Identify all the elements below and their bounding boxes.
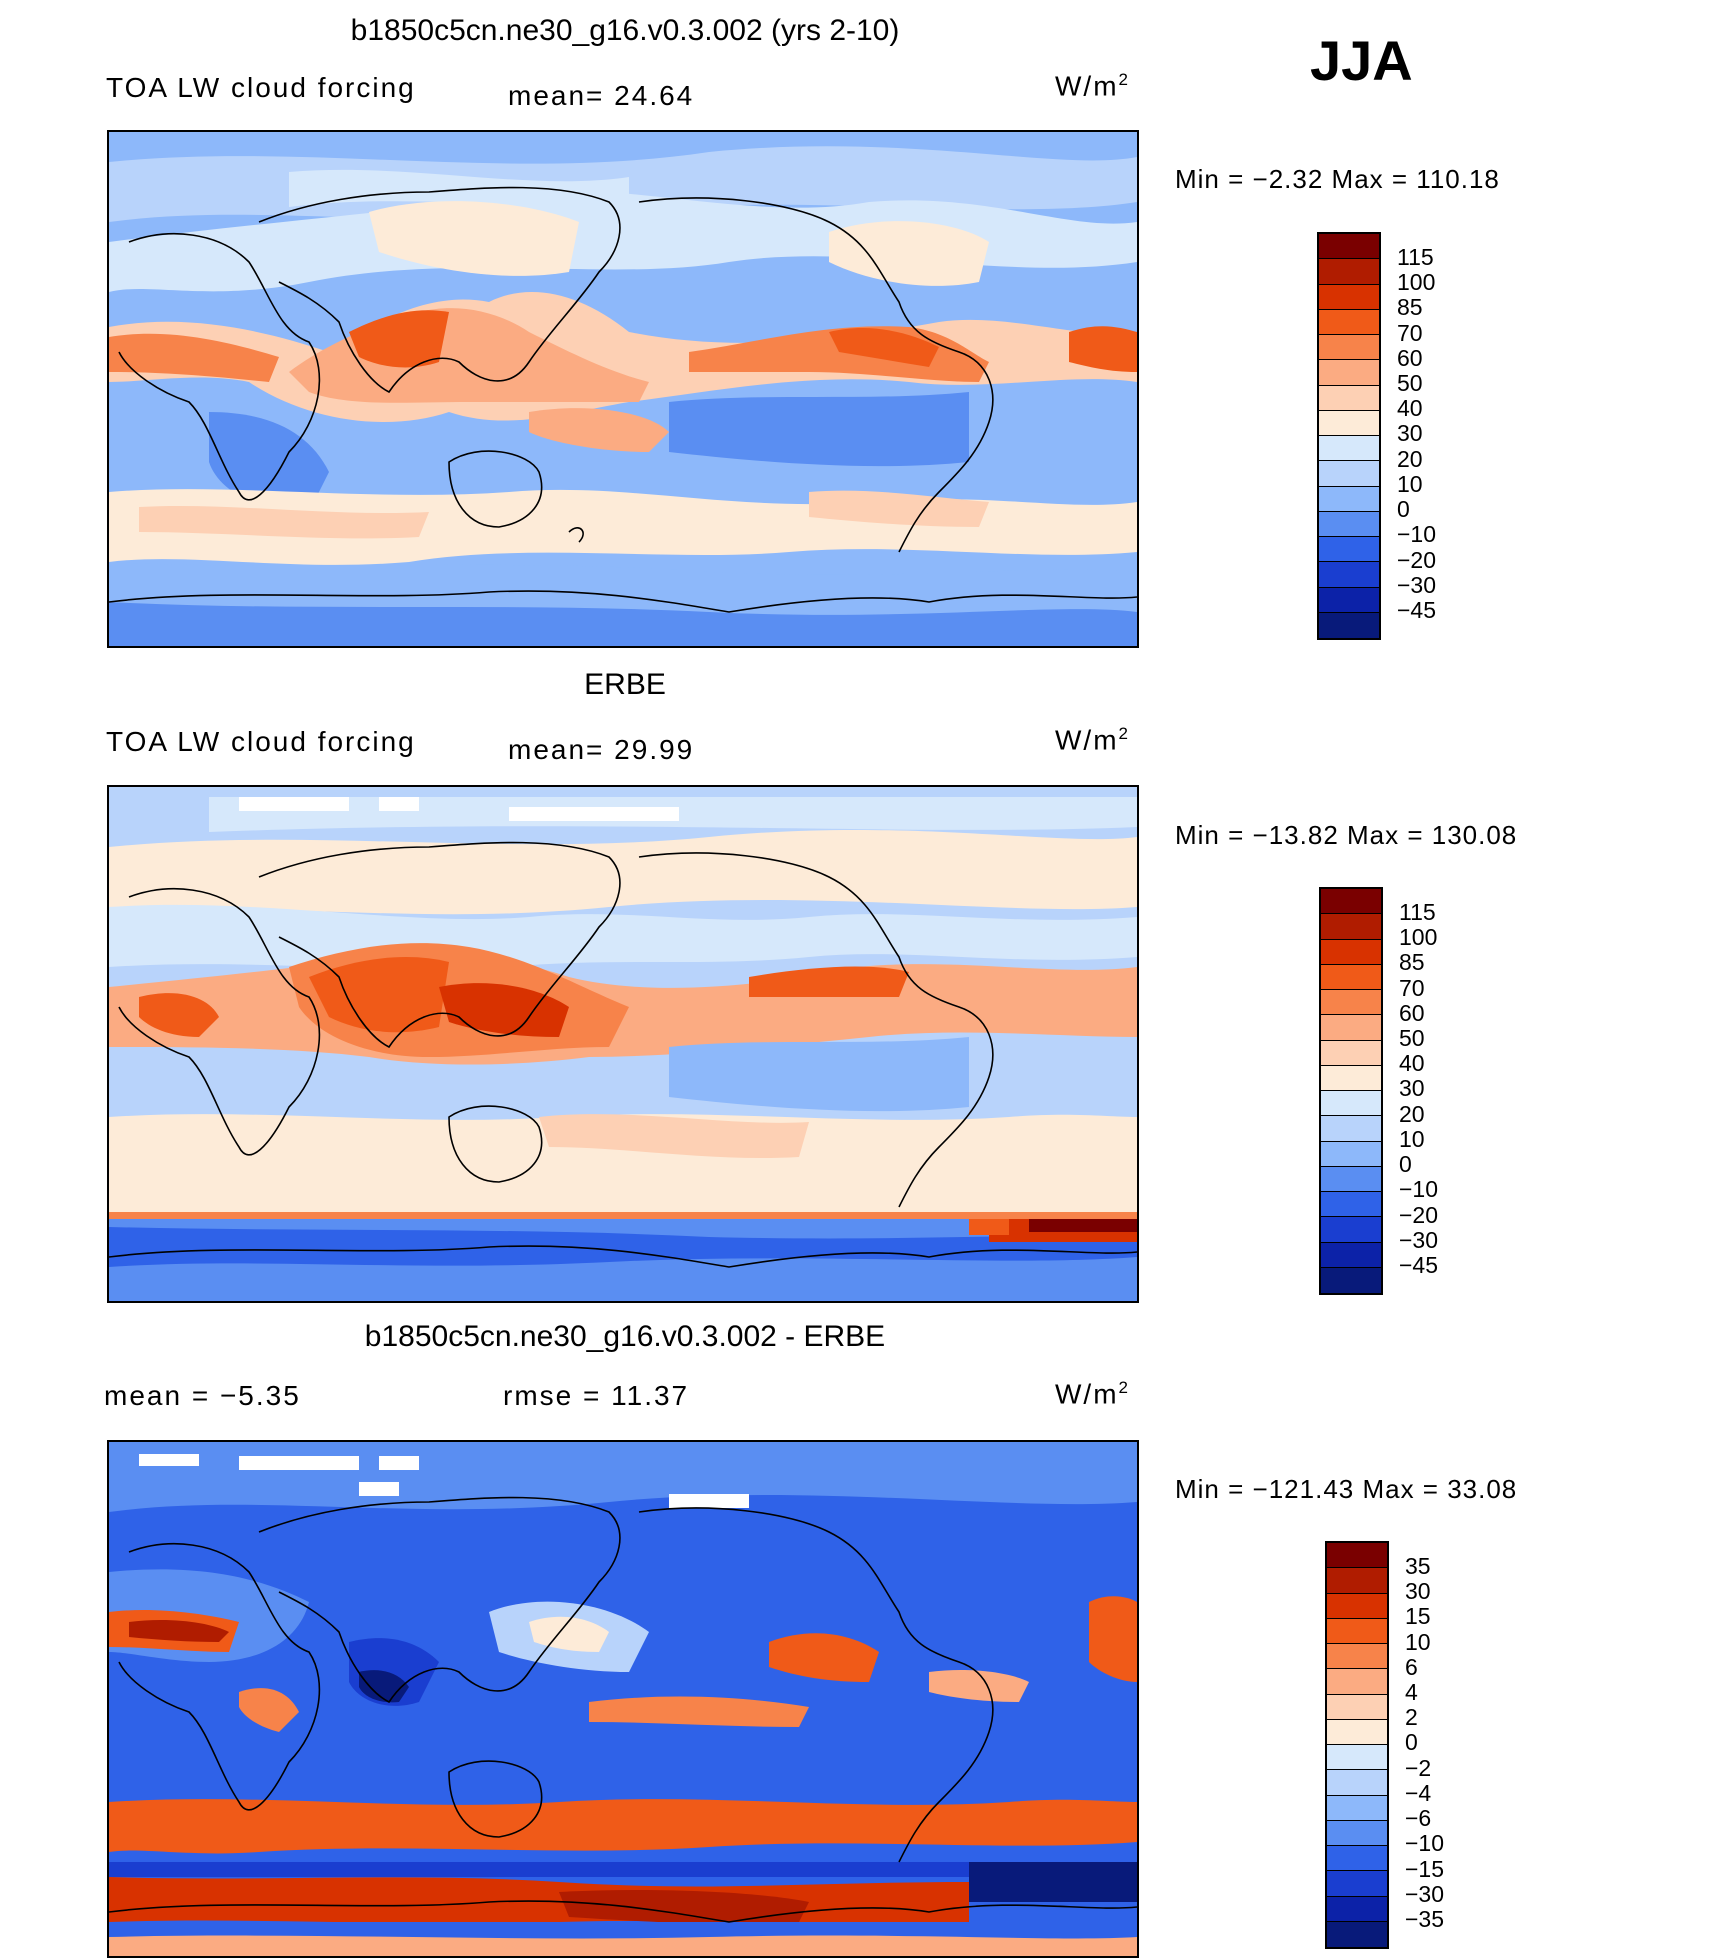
colorbar-tick: 85 <box>1397 294 1423 320</box>
colorbar-tick: −45 <box>1399 1252 1439 1278</box>
colorbar-tick: 0 <box>1397 496 1410 522</box>
season-label: JJA <box>1310 29 1413 92</box>
mean-label: mean= 29.99 <box>508 734 695 765</box>
units-label: W/m2 <box>1055 70 1130 102</box>
variable-label: TOA LW cloud forcing <box>106 726 416 757</box>
colorbar-tick: 60 <box>1399 1000 1425 1026</box>
colorbar-tick: −20 <box>1397 547 1437 573</box>
colorbar-tick: 40 <box>1399 1050 1425 1076</box>
colorbar-tick: −4 <box>1405 1780 1432 1806</box>
colorbar-tick: 10 <box>1397 471 1423 497</box>
colorbar-tick: −30 <box>1405 1881 1445 1907</box>
colorbar-tick: −20 <box>1399 1202 1439 1228</box>
colorbar-tick: 50 <box>1399 1025 1425 1051</box>
minmax-label: Min = −121.43 Max = 33.08 <box>1175 1474 1518 1504</box>
map-plot-model <box>107 130 1139 648</box>
panel-title: ERBE <box>584 668 666 701</box>
colorbar-tick: −30 <box>1397 572 1437 598</box>
colorbar-tick: −2 <box>1405 1755 1432 1781</box>
colorbar-tick: −10 <box>1399 1176 1439 1202</box>
colorbar-tick: 15 <box>1405 1603 1431 1629</box>
colorbar-tick: −15 <box>1405 1856 1445 1882</box>
mean-label: mean = −5.35 <box>104 1380 301 1411</box>
panel-title: b1850c5cn.ne30_g16.v0.3.002 - ERBE <box>364 1320 886 1353</box>
colorbar-tick: 30 <box>1397 420 1423 446</box>
colorbar-tick: −10 <box>1405 1830 1445 1856</box>
colorbar-tick: 4 <box>1405 1679 1418 1705</box>
colorbar-tick: 10 <box>1399 1126 1425 1152</box>
colorbar-tick: 100 <box>1399 924 1438 950</box>
variable-label: TOA LW cloud forcing <box>106 72 416 103</box>
colorbar-tick: 35 <box>1405 1553 1431 1579</box>
colorbar-tick: 70 <box>1397 320 1423 346</box>
colorbar-tick: 30 <box>1405 1578 1431 1604</box>
colorbar-tick: 100 <box>1397 269 1436 295</box>
colorbar-tick: 70 <box>1399 975 1425 1001</box>
colorbar-tick: 10 <box>1405 1629 1431 1655</box>
colorbar-tick: 0 <box>1399 1151 1412 1177</box>
colorbar-swatches <box>1319 887 1383 1295</box>
colorbar-tick: −30 <box>1399 1227 1439 1253</box>
units-label: W/m2 <box>1055 1378 1130 1410</box>
colorbar-tick: 2 <box>1405 1704 1418 1730</box>
colorbar-tick: −6 <box>1405 1805 1432 1831</box>
colorbar-tick: 20 <box>1399 1101 1425 1127</box>
colorbar-tick: 115 <box>1399 899 1436 925</box>
colorbar-tick: −45 <box>1397 597 1437 623</box>
colorbar-obs: 115 100 85 70 60 50 40 30 20 10 0 −10 −2… <box>1319 887 1469 1297</box>
map-plot-obs <box>107 785 1139 1303</box>
minmax-label: Min = −13.82 Max = 130.08 <box>1175 820 1518 850</box>
units-label: W/m2 <box>1055 724 1130 756</box>
colorbar-tick: 50 <box>1397 370 1423 396</box>
rmse-label: rmse = 11.37 <box>503 1380 690 1411</box>
colorbar-tick: −35 <box>1405 1906 1445 1932</box>
colorbar-tick: 85 <box>1399 949 1425 975</box>
panel-title: b1850c5cn.ne30_g16.v0.3.002 (yrs 2-10) <box>350 14 900 47</box>
colorbar-diff: 35 30 15 10 6 4 2 0 −2 −4 −6 −10 −15 −30… <box>1325 1541 1475 1951</box>
map-plot-diff <box>107 1440 1139 1958</box>
colorbar-tick: 30 <box>1399 1075 1425 1101</box>
colorbar-swatches <box>1317 232 1381 640</box>
colorbar-swatches <box>1325 1541 1389 1949</box>
colorbar-tick: 60 <box>1397 345 1423 371</box>
colorbar-tick: 6 <box>1405 1654 1418 1680</box>
colorbar-tick: 20 <box>1397 446 1423 472</box>
colorbar-tick: 0 <box>1405 1729 1418 1755</box>
colorbar-tick: −10 <box>1397 521 1437 547</box>
minmax-label: Min = −2.32 Max = 110.18 <box>1175 164 1500 194</box>
colorbar-model: 115 100 85 70 60 50 40 30 20 10 0 −10 −2… <box>1317 232 1467 642</box>
colorbar-tick: 40 <box>1397 395 1423 421</box>
colorbar-tick: 115 <box>1397 244 1434 270</box>
mean-label: mean= 24.64 <box>508 80 695 111</box>
